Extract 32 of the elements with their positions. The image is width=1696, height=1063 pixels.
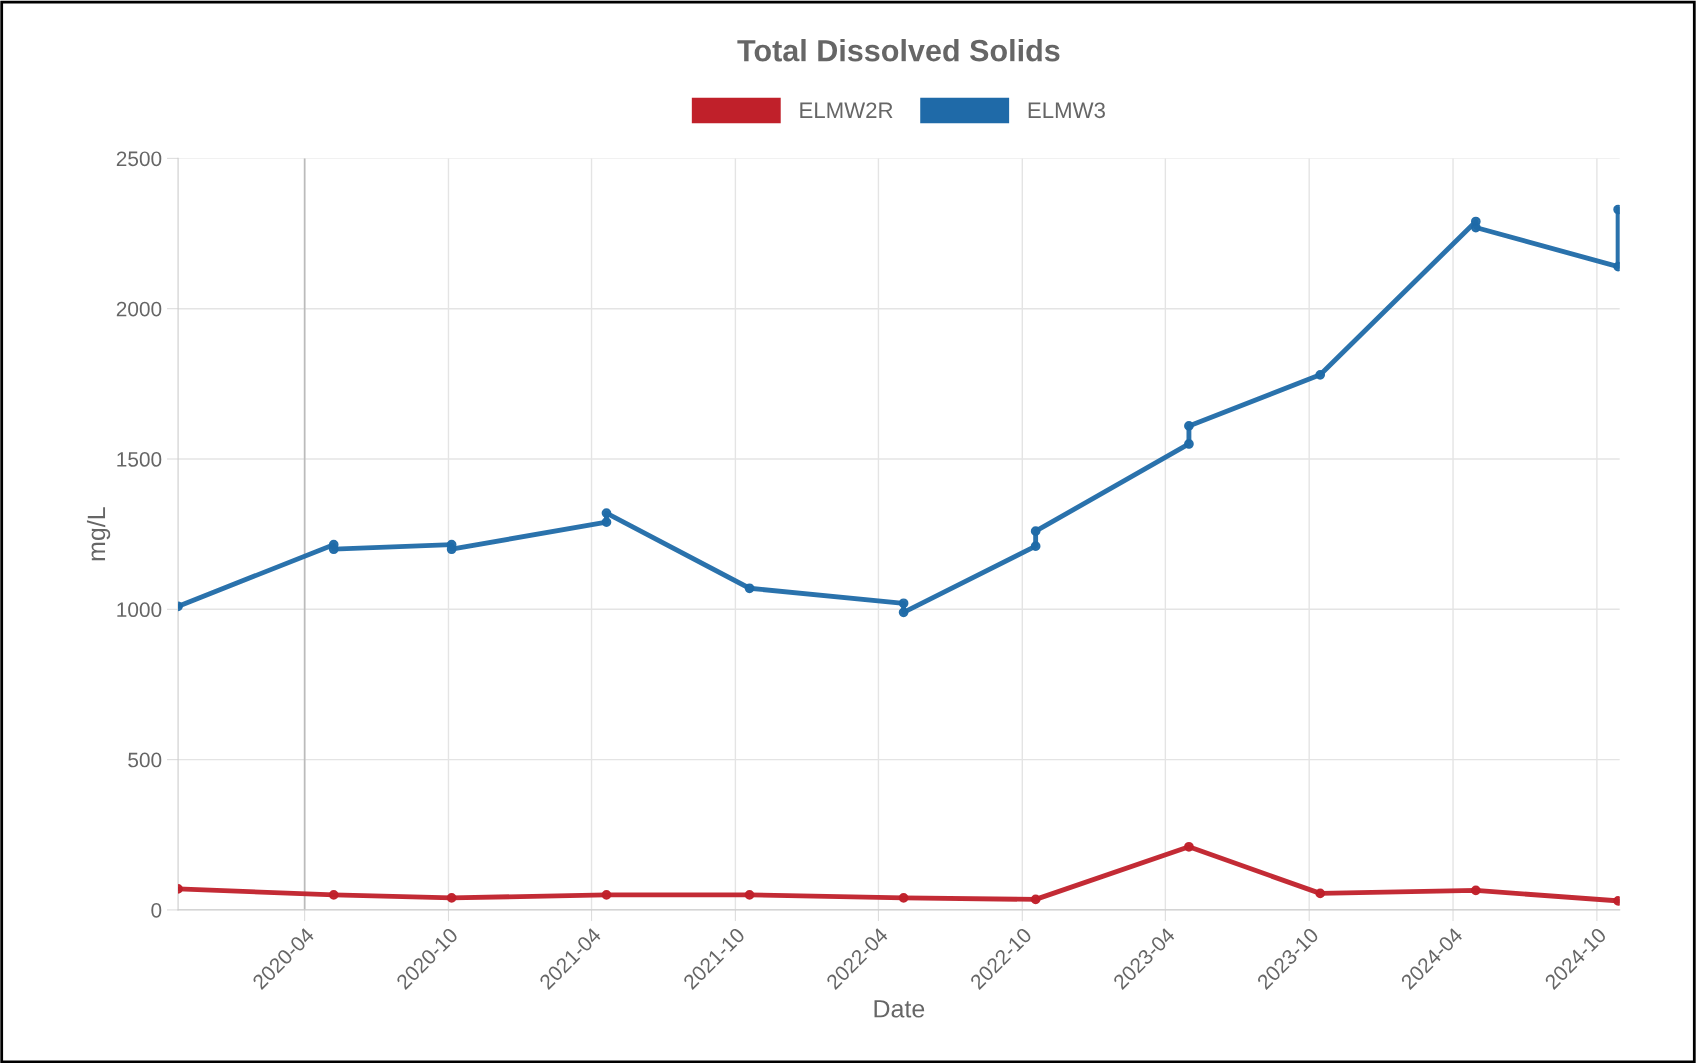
legend-label: ELMW3: [1028, 102, 1105, 119]
y-tick-label: 1000: [117, 602, 162, 618]
point: [1030, 541, 1041, 552]
point: [601, 508, 612, 518]
point: [1315, 888, 1326, 899]
legend-label: ELMW2R: [800, 102, 893, 118]
point: [328, 544, 339, 555]
chart-title: Total Dissolved Solids: [737, 39, 1060, 62]
point: [1184, 841, 1194, 852]
y-tick-label: 1500: [117, 452, 162, 467]
y-tick-label: 2000: [116, 301, 162, 317]
point: [1030, 526, 1041, 537]
y-tick-label: 0: [151, 902, 162, 918]
point: [898, 607, 909, 618]
point: [898, 893, 909, 903]
x-axis-title: Date: [874, 1000, 925, 1018]
point: [446, 544, 457, 555]
point: [744, 583, 755, 594]
point: [1315, 369, 1326, 380]
point: [1030, 894, 1041, 905]
point: [1470, 885, 1481, 896]
point: [601, 890, 612, 900]
y-axis-title: mg/L: [86, 507, 111, 561]
y-tick-label: 2500: [116, 151, 162, 167]
point: [446, 893, 457, 903]
point: [1184, 421, 1194, 431]
y-tick-label: 500: [128, 752, 162, 768]
point: [1184, 439, 1194, 449]
point: [601, 517, 612, 527]
point: [898, 598, 909, 609]
point: [328, 890, 339, 900]
point: [744, 890, 755, 900]
